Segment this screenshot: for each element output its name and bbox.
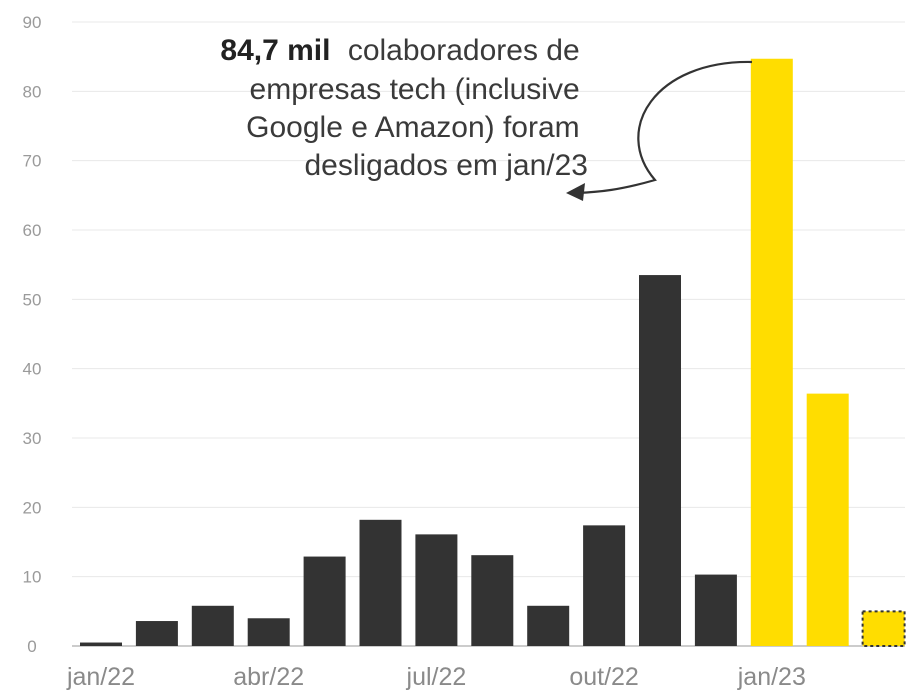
- x-tick-label: jan/23: [737, 663, 806, 691]
- annotation-arrow-curve: [576, 60, 753, 195]
- bar: [750, 58, 793, 647]
- x-tick-label: out/22: [569, 663, 639, 691]
- annotation-line2: empresas tech (inclusive: [250, 73, 580, 106]
- bar: [191, 605, 234, 646]
- bar: [247, 618, 290, 646]
- bar: [694, 574, 737, 646]
- y-tick-label: 90: [23, 13, 42, 32]
- annotation-line4: desligados em jan/23: [304, 149, 588, 182]
- bar: [527, 605, 570, 646]
- bar: [303, 556, 346, 646]
- bar: [639, 275, 681, 646]
- y-tick-label: 30: [23, 429, 42, 448]
- y-tick-label: 70: [23, 152, 42, 171]
- annotation-line1: colaboradores de: [348, 34, 580, 67]
- bar: [415, 534, 458, 646]
- y-tick-label: 20: [23, 498, 42, 517]
- y-tick-label: 0: [27, 637, 36, 656]
- x-tick-label: jan/22: [66, 663, 135, 691]
- x-axis-ticks: jan/22 abr/22 jul/22 out/22 jan/23: [66, 663, 806, 691]
- y-tick-label: 10: [23, 568, 42, 587]
- grid-lines: [72, 21, 905, 647]
- x-tick-label: abr/22: [233, 663, 304, 691]
- bar: [806, 393, 849, 646]
- y-tick-label: 40: [23, 360, 42, 379]
- bar: [135, 621, 178, 646]
- y-tick-label: 80: [23, 82, 42, 101]
- bar: [471, 555, 514, 646]
- bars: [80, 58, 906, 647]
- annotation-bold: 84,7 mil: [220, 34, 330, 67]
- y-tick-label: 60: [23, 221, 42, 240]
- bar: [359, 519, 402, 646]
- bar: [80, 642, 122, 646]
- bar-partial: [861, 610, 906, 647]
- y-axis-ticks: 0 10 20 30 40 50 60 70 80 90: [23, 13, 42, 656]
- bar: [583, 525, 626, 646]
- y-tick-label: 50: [23, 290, 42, 309]
- annotation-arrowhead-icon: [566, 183, 585, 201]
- annotation-line3: Google e Amazon) foram: [246, 111, 580, 144]
- annotation-text: 84,7 mil colaboradores de empresas tech …: [220, 34, 588, 182]
- x-tick-label: jul/22: [406, 663, 467, 691]
